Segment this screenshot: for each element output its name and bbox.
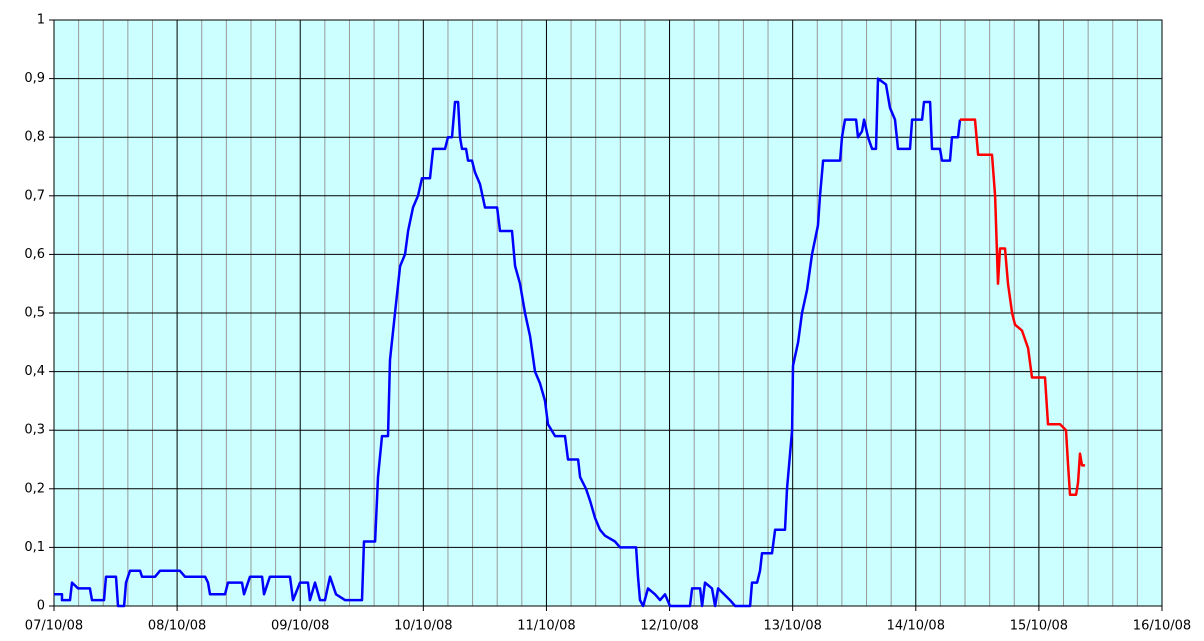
x-tick-label: 10/10/08 <box>394 619 452 634</box>
x-tick-label: 13/10/08 <box>763 619 821 634</box>
x-tick-label: 15/10/08 <box>1010 619 1068 634</box>
y-tick-label: 0,6 <box>24 247 45 262</box>
x-tick-label: 09/10/08 <box>271 619 329 634</box>
y-tick-label: 0 <box>37 599 45 614</box>
y-tick-label: 0,7 <box>24 188 45 203</box>
data-line <box>960 118 1086 496</box>
y-tick-label: 0,5 <box>24 306 45 321</box>
y-tick-label: 0,8 <box>24 130 45 145</box>
y-tick-label: 0,2 <box>24 481 45 496</box>
x-tick-label: 08/10/08 <box>148 619 206 634</box>
data-line <box>54 77 962 608</box>
y-tick-label: 0,1 <box>24 540 45 555</box>
x-tick-label: 07/10/08 <box>25 619 83 634</box>
y-tick-label: 0,3 <box>24 423 45 438</box>
y-tick-label: 0,4 <box>24 364 45 379</box>
plot-border <box>53 19 1163 607</box>
x-tick-label: 14/10/08 <box>887 619 945 634</box>
x-tick-label: 12/10/08 <box>640 619 698 634</box>
y-tick-label: 1 <box>37 13 45 28</box>
y-tick-label: 0,9 <box>24 71 45 86</box>
x-tick-label: 11/10/08 <box>517 619 575 634</box>
x-tick-label: 16/10/08 <box>1133 619 1191 634</box>
